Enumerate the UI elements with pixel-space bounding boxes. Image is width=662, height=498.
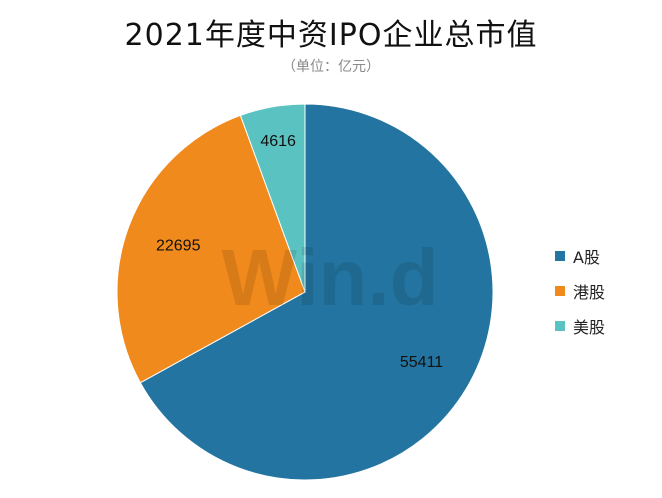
data-label-1: 55411 — [400, 354, 443, 371]
pie-slice-1 — [139, 103, 494, 481]
legend-label: 港股 — [573, 282, 606, 302]
legend-label: 美股 — [573, 317, 606, 337]
legend-swatch — [555, 320, 565, 331]
legend: A股港股美股 — [555, 238, 605, 343]
legend-swatch — [555, 285, 565, 296]
chart-subtitle: （单位：亿元） — [282, 59, 380, 75]
legend-item-2: 港股 — [555, 273, 605, 308]
legend-item-1: A股 — [555, 238, 605, 273]
data-label-2: 22695 — [156, 238, 201, 255]
legend-swatch — [555, 250, 565, 261]
legend-label: A股 — [573, 247, 600, 267]
data-label-3: 4616 — [260, 133, 296, 150]
legend-item-3: 美股 — [555, 308, 605, 343]
pie-slice-2 — [116, 114, 306, 384]
watermark: Win.d — [222, 233, 439, 322]
chart-title: 2021年度中资IPO企业总市值 — [124, 18, 538, 53]
pie-slice-3 — [239, 103, 306, 293]
